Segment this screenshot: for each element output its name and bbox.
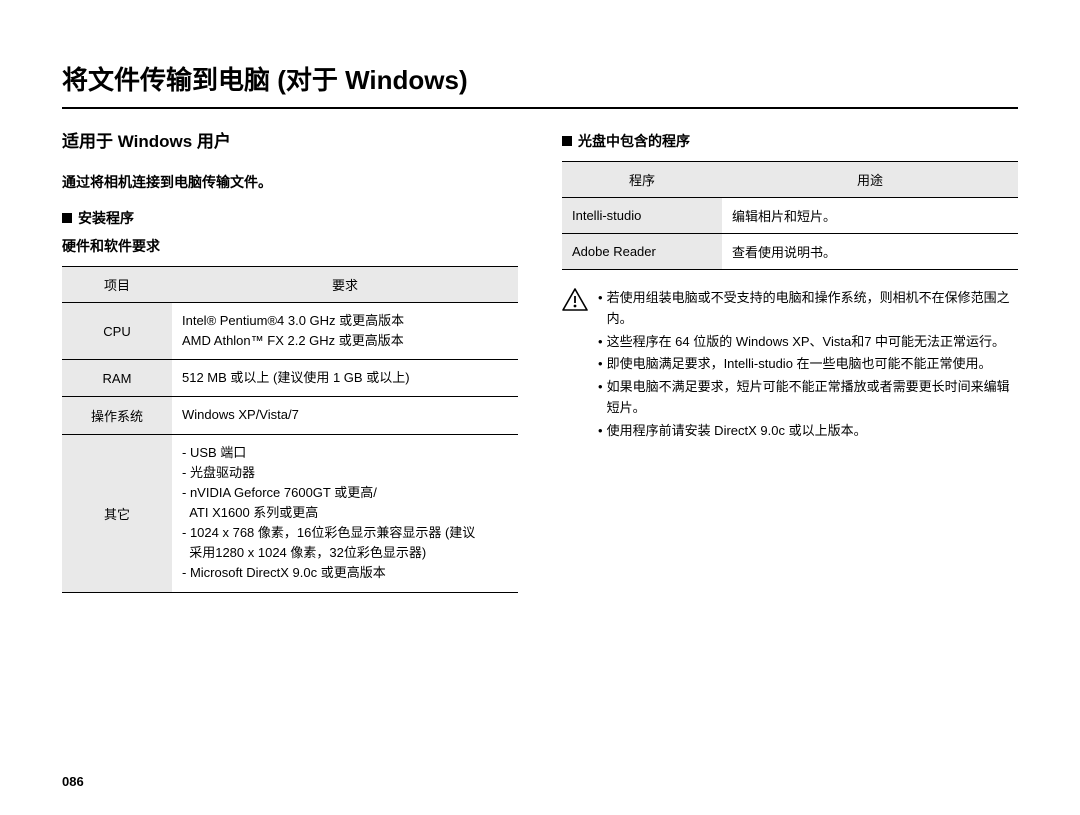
req-label: 其它 bbox=[62, 434, 172, 592]
table-header-req: 要求 bbox=[172, 267, 518, 303]
prog-value: 编辑相片和短片。 bbox=[722, 198, 1018, 234]
req-value: Windows XP/Vista/7 bbox=[172, 397, 518, 434]
table-header-program: 程序 bbox=[562, 162, 722, 198]
req-value: Intel® Pentium®4 3.0 GHz 或更高版本 AMD Athlo… bbox=[172, 303, 518, 360]
table-row: 操作系统 Windows XP/Vista/7 bbox=[62, 397, 518, 434]
req-line: - Microsoft DirectX 9.0c 或更高版本 bbox=[182, 563, 508, 583]
bullet-square-icon bbox=[62, 213, 72, 223]
programs-heading: 光盘中包含的程序 bbox=[562, 131, 1018, 151]
warning-text: 即使电脑满足要求，Intelli-studio 在一些电脑也可能不能正常使用。 bbox=[607, 354, 992, 375]
table-row: Adobe Reader 查看使用说明书。 bbox=[562, 234, 1018, 270]
table-row: CPU Intel® Pentium®4 3.0 GHz 或更高版本 AMD A… bbox=[62, 303, 518, 360]
req-label: 操作系统 bbox=[62, 397, 172, 434]
page-number: 086 bbox=[62, 774, 84, 789]
requirements-table: 项目 要求 CPU Intel® Pentium®4 3.0 GHz 或更高版本… bbox=[62, 266, 518, 593]
warning-text: 这些程序在 64 位版的 Windows XP、Vista和7 中可能无法正常运… bbox=[607, 332, 1006, 353]
right-column: 光盘中包含的程序 程序 用途 Intelli-studio 编辑相片和短片。 A… bbox=[562, 127, 1018, 593]
req-label: RAM bbox=[62, 360, 172, 397]
left-column: 适用于 Windows 用户 通过将相机连接到电脑传输文件。 安装程序 硬件和软… bbox=[62, 127, 518, 593]
table-header-item: 项目 bbox=[62, 267, 172, 303]
req-heading: 硬件和软件要求 bbox=[62, 236, 518, 256]
section-title-left: 适用于 Windows 用户 bbox=[62, 127, 518, 152]
req-value: - USB 端口 - 光盘驱动器 - nVIDIA Geforce 7600GT… bbox=[172, 434, 518, 592]
warning-icon bbox=[562, 288, 588, 312]
warning-item: •如果电脑不满足要求，短片可能不能正常播放或者需要更长时间来编辑短片。 bbox=[598, 377, 1018, 419]
intro-line: 通过将相机连接到电脑传输文件。 bbox=[62, 172, 518, 192]
warning-text: 如果电脑不满足要求，短片可能不能正常播放或者需要更长时间来编辑短片。 bbox=[607, 377, 1018, 419]
req-line: ATI X1600 系列或更高 bbox=[182, 503, 508, 523]
table-header-row: 项目 要求 bbox=[62, 267, 518, 303]
warning-text: 使用程序前请安装 DirectX 9.0c 或以上版本。 bbox=[607, 421, 867, 442]
columns: 适用于 Windows 用户 通过将相机连接到电脑传输文件。 安装程序 硬件和软… bbox=[62, 127, 1018, 593]
warning-list: •若使用组装电脑或不受支持的电脑和操作系统，则相机不在保修范围之内。 •这些程序… bbox=[598, 288, 1018, 444]
req-line: Windows XP/Vista/7 bbox=[182, 405, 508, 425]
bullet-square-icon bbox=[562, 136, 572, 146]
bullet-dot-icon: • bbox=[598, 332, 603, 353]
req-line: Intel® Pentium®4 3.0 GHz 或更高版本 bbox=[182, 311, 508, 331]
warning-item: •使用程序前请安装 DirectX 9.0c 或以上版本。 bbox=[598, 421, 1018, 442]
req-line: - USB 端口 bbox=[182, 443, 508, 463]
page-title: 将文件传输到电脑 (对于 Windows) bbox=[62, 60, 1018, 109]
req-line: 采用1280 x 1024 像素，32位彩色显示器) bbox=[182, 543, 508, 563]
req-line: 512 MB 或以上 (建议使用 1 GB 或以上) bbox=[182, 368, 508, 388]
bullet-dot-icon: • bbox=[598, 377, 603, 419]
install-heading-text: 安装程序 bbox=[78, 210, 134, 226]
install-heading: 安装程序 bbox=[62, 208, 518, 228]
prog-label: Adobe Reader bbox=[562, 234, 722, 270]
req-value: 512 MB 或以上 (建议使用 1 GB 或以上) bbox=[172, 360, 518, 397]
table-header-use: 用途 bbox=[722, 162, 1018, 198]
req-line: - nVIDIA Geforce 7600GT 或更高/ bbox=[182, 483, 508, 503]
table-row: 其它 - USB 端口 - 光盘驱动器 - nVIDIA Geforce 760… bbox=[62, 434, 518, 592]
req-label: CPU bbox=[62, 303, 172, 360]
bullet-dot-icon: • bbox=[598, 421, 603, 442]
warning-item: •即使电脑满足要求，Intelli-studio 在一些电脑也可能不能正常使用。 bbox=[598, 354, 1018, 375]
req-line: AMD Athlon™ FX 2.2 GHz 或更高版本 bbox=[182, 331, 508, 351]
prog-label: Intelli-studio bbox=[562, 198, 722, 234]
bullet-dot-icon: • bbox=[598, 288, 603, 330]
table-row: RAM 512 MB 或以上 (建议使用 1 GB 或以上) bbox=[62, 360, 518, 397]
warning-item: •这些程序在 64 位版的 Windows XP、Vista和7 中可能无法正常… bbox=[598, 332, 1018, 353]
warning-block: •若使用组装电脑或不受支持的电脑和操作系统，则相机不在保修范围之内。 •这些程序… bbox=[562, 288, 1018, 444]
warning-text: 若使用组装电脑或不受支持的电脑和操作系统，则相机不在保修范围之内。 bbox=[607, 288, 1018, 330]
table-header-row: 程序 用途 bbox=[562, 162, 1018, 198]
programs-heading-text: 光盘中包含的程序 bbox=[578, 133, 690, 149]
programs-table: 程序 用途 Intelli-studio 编辑相片和短片。 Adobe Read… bbox=[562, 161, 1018, 270]
prog-value: 查看使用说明书。 bbox=[722, 234, 1018, 270]
bullet-dot-icon: • bbox=[598, 354, 603, 375]
table-row: Intelli-studio 编辑相片和短片。 bbox=[562, 198, 1018, 234]
req-line: - 光盘驱动器 bbox=[182, 463, 508, 483]
req-line: - 1024 x 768 像素，16位彩色显示兼容显示器 (建议 bbox=[182, 523, 508, 543]
warning-item: •若使用组装电脑或不受支持的电脑和操作系统，则相机不在保修范围之内。 bbox=[598, 288, 1018, 330]
